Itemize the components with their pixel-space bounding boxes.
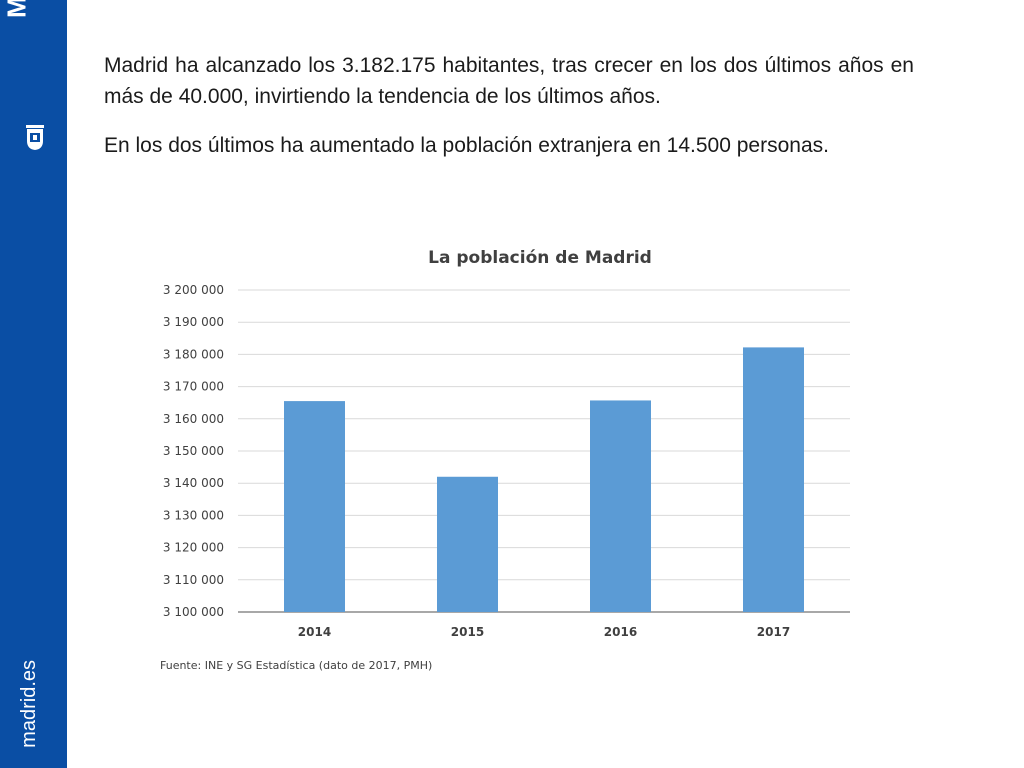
bar-2016 [590,400,651,612]
y-tick-label: 3 120 000 [163,541,224,555]
y-tick-label: 3 100 000 [163,605,224,619]
y-tick-label: 3 130 000 [163,508,224,522]
y-tick-label: 3 190 000 [163,315,224,329]
madrid-crest-icon [26,125,44,150]
x-tick-label: 2014 [298,625,331,639]
main-text: Madrid ha alcanzado los 3.182.175 habita… [104,50,914,161]
y-tick-label: 3 150 000 [163,444,224,458]
x-tick-label: 2015 [451,625,484,639]
bar-2017 [743,347,804,612]
bar-2015 [437,476,498,612]
sidebar: MADRID madrid.es [0,0,67,768]
foreign-population-paragraph: En los dos últimos ha aumentado la pobla… [104,134,829,157]
x-tick-label: 2017 [757,625,790,639]
y-tick-label: 3 180 000 [163,347,224,361]
bar-2014 [284,401,345,612]
summary-paragraph: Madrid ha alcanzado los 3.182.175 habita… [104,54,914,108]
chart-title: La población de Madrid [428,248,652,268]
y-tick-label: 3 140 000 [163,476,224,490]
chart-source: Fuente: INE y SG Estadística (dato de 20… [160,659,433,672]
y-tick-label: 3 200 000 [163,283,224,297]
y-tick-label: 3 170 000 [163,380,224,394]
y-tick-label: 3 160 000 [163,412,224,426]
x-tick-label: 2016 [604,625,637,639]
y-tick-label: 3 110 000 [163,573,224,587]
